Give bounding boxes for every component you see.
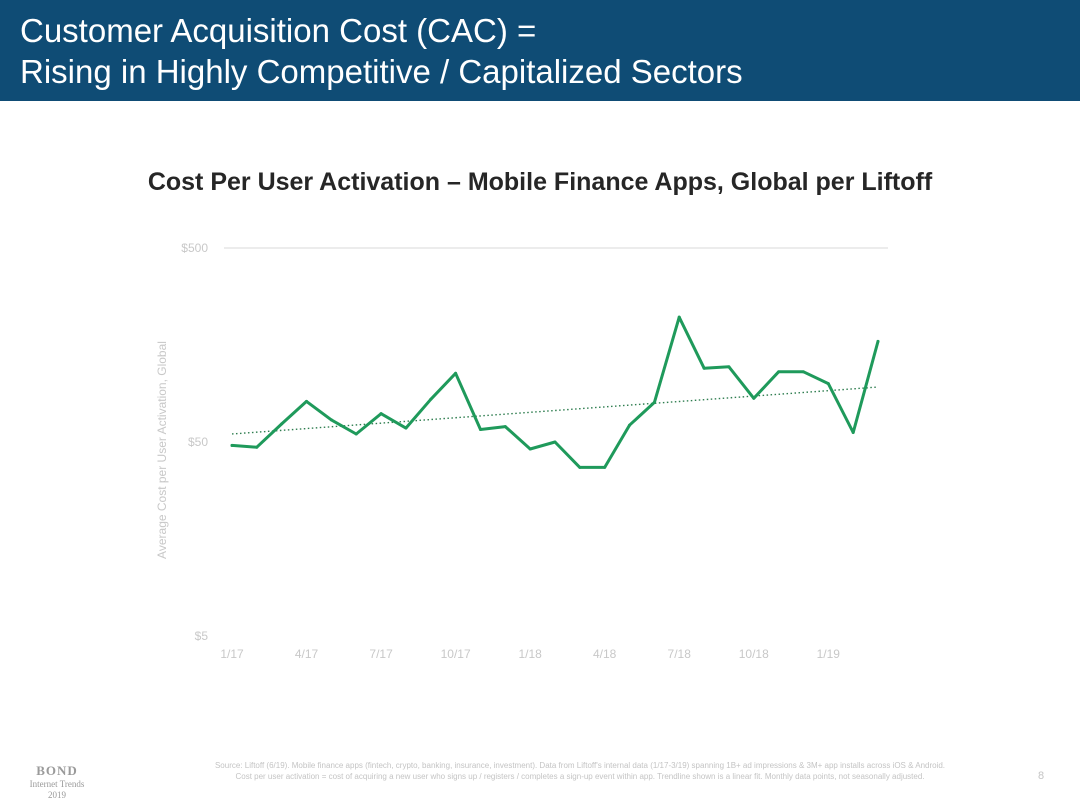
x-tick-label: 10/18 — [739, 647, 769, 661]
data-point — [478, 427, 482, 431]
chart-title: Cost Per User Activation – Mobile Financ… — [147, 168, 933, 196]
data-point — [230, 443, 234, 447]
data-point — [280, 422, 284, 426]
bond-logo: BOND Internet Trends 2019 — [22, 763, 92, 801]
x-tick-label: 4/17 — [295, 647, 319, 661]
data-point — [255, 445, 259, 449]
data-point — [503, 425, 507, 429]
data-point — [553, 440, 557, 444]
x-tick-label: 1/18 — [518, 647, 542, 661]
header-title-line-2: Rising in Highly Competitive / Capitaliz… — [20, 53, 743, 90]
data-point — [652, 400, 656, 404]
trendline — [231, 386, 879, 435]
y-tick-label: $500 — [181, 241, 208, 255]
data-point — [727, 365, 731, 369]
y-tick-label: $5 — [195, 629, 209, 643]
data-point — [578, 465, 582, 469]
logo-year: 2019 — [48, 790, 66, 800]
data-point — [329, 418, 333, 422]
logo-subtitle: Internet Trends — [29, 779, 85, 789]
x-tick-label: 1/19 — [817, 647, 841, 661]
data-point — [851, 430, 855, 434]
source-footnote: Source: Liftoff (6/19). Mobile finance a… — [214, 761, 946, 781]
data-point — [429, 397, 433, 401]
logo-word: BOND — [36, 763, 78, 778]
y-axis-title: Average Cost per User Activation, Global — [155, 341, 169, 559]
x-tick-label: 4/18 — [593, 647, 617, 661]
data-point — [404, 426, 408, 430]
x-tick-label: 7/18 — [668, 647, 692, 661]
page-number: 8 — [1038, 770, 1045, 782]
series-line — [230, 315, 880, 469]
data-point — [801, 370, 805, 374]
line-chart: $500 $50 $5 Average Cost per User Activatio… — [155, 241, 888, 661]
header-title-line-1: Customer Acquisition Cost (CAC) = — [20, 12, 537, 49]
data-point — [677, 315, 681, 319]
data-point — [603, 465, 607, 469]
data-point — [379, 412, 383, 416]
data-point — [702, 366, 706, 370]
data-point — [354, 432, 358, 436]
data-point — [876, 339, 880, 343]
data-point — [826, 382, 830, 386]
x-tick-label: 10/17 — [441, 647, 471, 661]
data-point — [752, 396, 756, 400]
x-tick-label: 7/17 — [369, 647, 393, 661]
slide-header: Customer Acquisition Cost (CAC) = Rising… — [0, 0, 1080, 101]
data-point — [305, 399, 309, 403]
data-point — [628, 423, 632, 427]
y-tick-label: $50 — [188, 435, 208, 449]
data-point — [777, 370, 781, 374]
data-point — [528, 447, 532, 451]
x-tick-label: 1/17 — [220, 647, 244, 661]
data-point — [454, 371, 458, 375]
